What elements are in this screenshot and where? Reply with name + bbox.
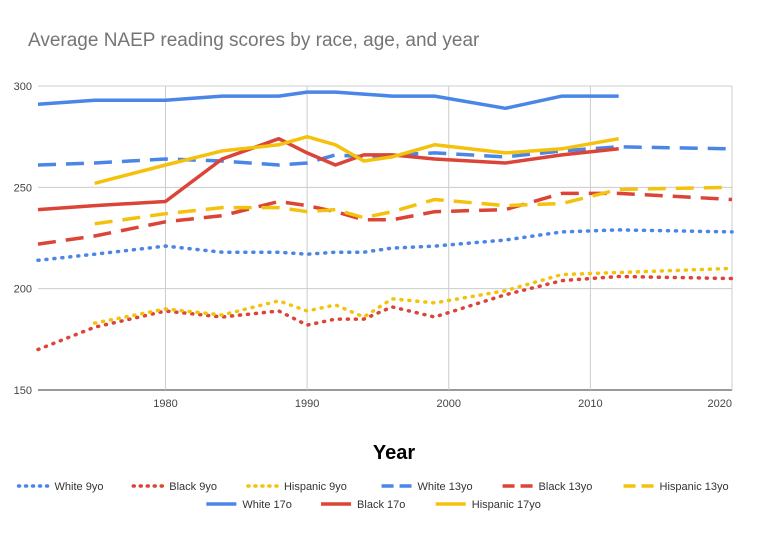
chart-title: Average NAEP reading scores by race, age…	[28, 30, 480, 51]
legend-item-white-17o: White 17o	[206, 499, 292, 511]
series-line-black-17o	[37, 136, 619, 212]
axis-layer: 150 200 250 300 1980 1990 2000 2010 2020	[14, 81, 732, 410]
legend-label: Hispanic 9yo	[284, 481, 347, 493]
legend-item-black-17o: Black 17o	[321, 499, 405, 511]
x-tick-label: 1990	[295, 398, 319, 410]
legend-item-hispanic-9yo: Hispanic 9yo	[246, 481, 347, 493]
y-tick-label: 200	[14, 284, 32, 296]
legend-label: Hispanic 17yo	[472, 499, 541, 511]
x-tick-label: 2010	[578, 398, 602, 410]
series-line-black-13yo	[37, 191, 733, 246]
y-tick-label: 250	[14, 182, 32, 194]
legend-label: Black 17o	[357, 499, 405, 511]
legend-label: Black 9yo	[169, 481, 217, 493]
series-layer	[36, 90, 734, 352]
series-line-white-13yo	[37, 145, 733, 167]
x-tick-label: 1980	[153, 398, 177, 410]
legend-label: Hispanic 13yo	[660, 481, 729, 493]
legend-label: White 9yo	[55, 481, 104, 493]
y-tick-label: 150	[14, 385, 32, 397]
series-line-hispanic-9yo	[92, 266, 734, 325]
legend-item-white-9yo: White 9yo	[16, 481, 104, 493]
legend-label: Black 13yo	[539, 481, 593, 493]
x-tick-label: 2000	[436, 398, 460, 410]
series-line-white-9yo	[36, 228, 734, 263]
legend-item-black-13yo: Black 13yo	[502, 481, 593, 493]
legend-item-black-9yo: Black 9yo	[131, 481, 217, 493]
x-tick-label: 2020	[708, 398, 732, 410]
y-tick-label: 300	[14, 81, 32, 93]
legend-item-hispanic-13yo: Hispanic 13yo	[623, 481, 729, 493]
x-axis-title: Year	[373, 442, 415, 464]
legend-label: White 13yo	[418, 481, 473, 493]
series-line-hispanic-17yo	[94, 134, 620, 185]
series-line-black-9yo	[36, 274, 734, 352]
legend: White 9yo Black 9yo Hispanic 9yo White 13yo…	[16, 481, 729, 511]
series-line-white-17o	[37, 90, 619, 111]
legend-label: White 17o	[242, 499, 292, 511]
legend-item-hispanic-17yo: Hispanic 17yo	[435, 499, 541, 511]
legend-item-white-13yo: White 13yo	[381, 481, 473, 493]
grid-layer	[38, 85, 733, 391]
series-line-hispanic-13yo	[94, 185, 733, 226]
